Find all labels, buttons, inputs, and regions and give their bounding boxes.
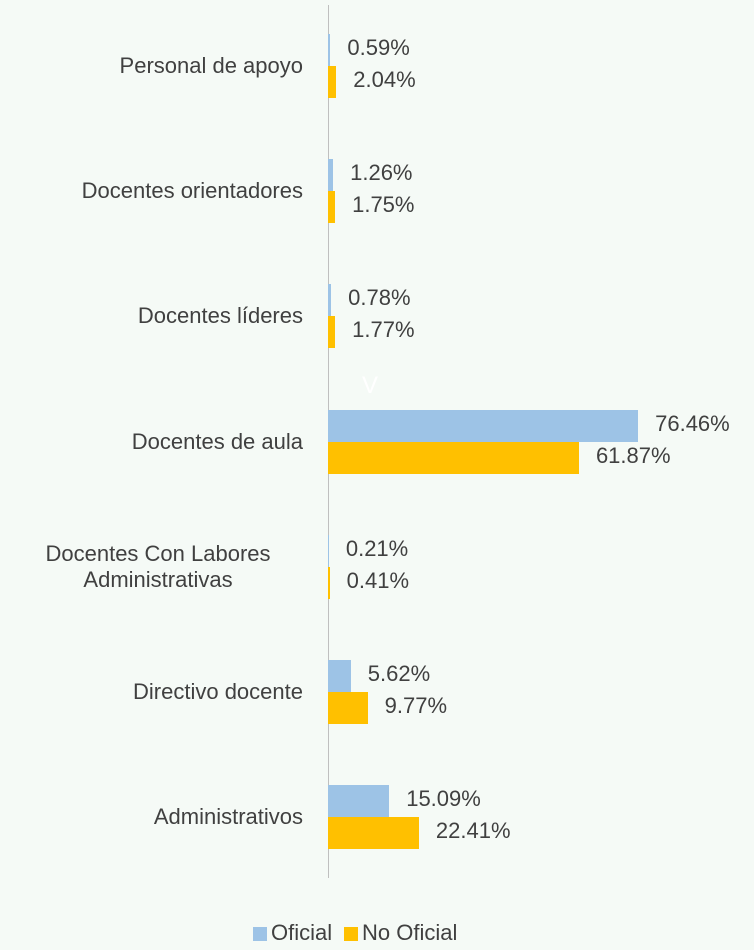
value-label: 9.77% xyxy=(384,693,448,718)
annotation: V xyxy=(362,372,379,399)
legend-swatch xyxy=(344,927,358,941)
bar xyxy=(328,566,330,599)
value-label: 0.21% xyxy=(345,535,409,561)
category-label: Administrativos xyxy=(153,804,303,830)
bar xyxy=(328,316,336,349)
category-label: Docentes Con Labores Administrativas xyxy=(45,540,271,592)
value-label: 15.09% xyxy=(406,786,481,812)
value-label: 61.87% xyxy=(595,442,671,468)
bar xyxy=(328,284,332,317)
value-label: 2.04% xyxy=(353,67,416,92)
legend-item: No Oficial xyxy=(344,920,457,946)
bar xyxy=(328,817,419,850)
bar xyxy=(328,441,579,474)
value-label: 1.26% xyxy=(350,160,413,186)
category-label: Directivo docente xyxy=(133,679,303,704)
bar xyxy=(328,159,334,192)
value-label: 76.46% xyxy=(655,410,730,436)
legend-label: Oficial xyxy=(271,920,333,945)
bar xyxy=(328,534,329,567)
bar xyxy=(328,692,368,724)
value-label: 1.77% xyxy=(352,317,415,343)
value-label: 0.59% xyxy=(347,35,410,60)
value-label: 5.62% xyxy=(367,661,431,686)
bar xyxy=(328,191,336,224)
value-label: 0.41% xyxy=(346,567,410,593)
value-label: 0.78% xyxy=(348,285,411,311)
category-label: Docentes de aula xyxy=(131,428,303,454)
bar xyxy=(328,785,390,818)
value-label: 1.75% xyxy=(352,192,415,218)
bar xyxy=(328,66,337,98)
bar xyxy=(328,660,351,692)
legend-label: No Oficial xyxy=(362,920,458,945)
legend-swatch xyxy=(253,927,267,941)
bar xyxy=(328,34,331,66)
category-label: Personal de apoyo xyxy=(119,53,303,78)
legend-item: Oficial xyxy=(253,920,332,946)
category-label: Docentes orientadores xyxy=(81,178,303,204)
category-label: Docentes líderes xyxy=(137,303,303,329)
value-label: 22.41% xyxy=(435,818,511,844)
bar xyxy=(328,409,639,442)
